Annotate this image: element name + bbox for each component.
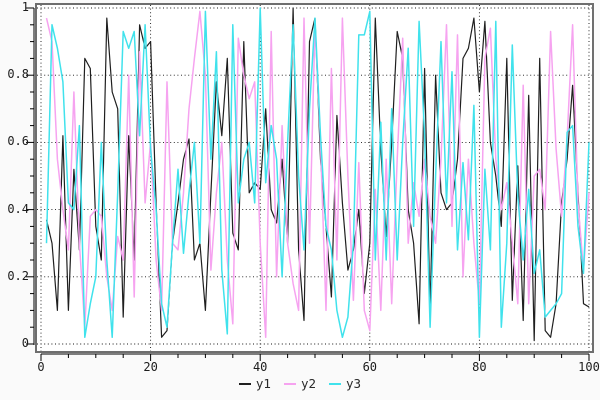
legend-item-y3: y3 bbox=[329, 376, 361, 391]
x-tick-label: 80 bbox=[472, 360, 487, 374]
y-tick-label: 0.6 bbox=[7, 134, 29, 149]
x-tick-label: 60 bbox=[362, 360, 378, 374]
legend-item-y1: y1 bbox=[238, 376, 271, 391]
y-tick-label: 0.4 bbox=[7, 201, 29, 216]
legend-swatch-y3 bbox=[329, 382, 342, 385]
y-tick-label: 0.8 bbox=[7, 67, 29, 82]
x-tick-label: 40 bbox=[252, 360, 268, 374]
y-tick-label: 0 bbox=[21, 336, 29, 350]
series-y1-line bbox=[45, 7, 590, 342]
legend-label-y3: y3 bbox=[346, 376, 362, 391]
legend-item-y2: y2 bbox=[283, 376, 317, 391]
series-y3-line bbox=[45, 7, 590, 339]
x-tick-label: 100 bbox=[578, 360, 600, 374]
legend-swatch-y1 bbox=[238, 382, 251, 385]
legend-swatch-y2 bbox=[283, 382, 296, 385]
legend-label-y2: y2 bbox=[300, 376, 317, 391]
y-tick-label: 1 bbox=[21, 0, 29, 14]
legend: y1 y2 y3 bbox=[0, 376, 600, 391]
legend-label-y1: y1 bbox=[255, 376, 271, 391]
x-tick-label: 20 bbox=[143, 360, 158, 374]
x-tick-label: 0 bbox=[37, 360, 45, 374]
y-tick-label: 0.2 bbox=[7, 268, 29, 283]
